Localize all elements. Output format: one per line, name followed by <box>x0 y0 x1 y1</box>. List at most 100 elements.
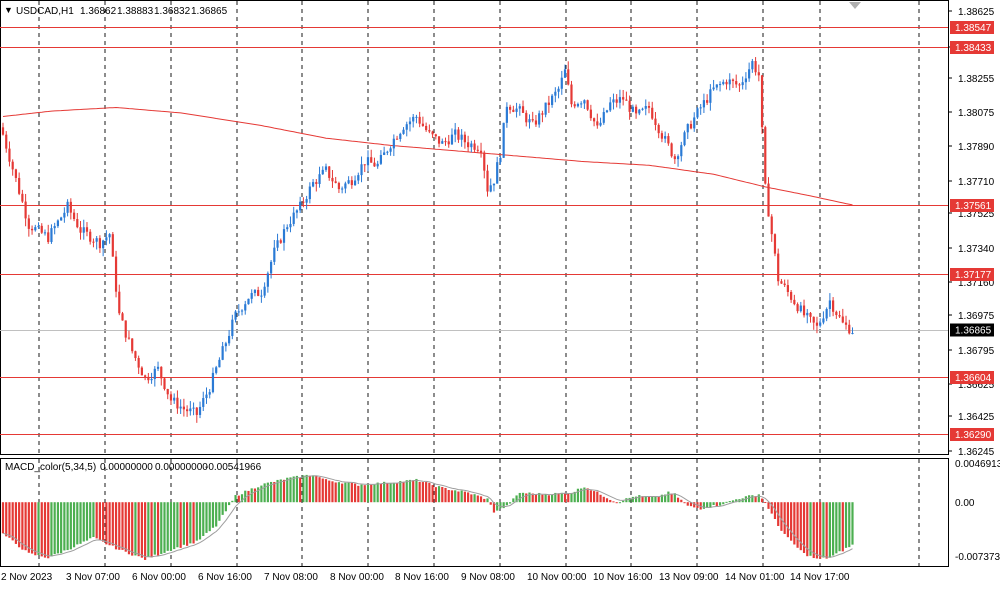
candle-body <box>370 157 373 163</box>
macd-bar <box>815 502 819 559</box>
macd-bar <box>27 502 30 553</box>
macd-bar <box>47 502 50 559</box>
candle-body <box>515 108 518 112</box>
macd-bar <box>231 500 234 503</box>
macd-bar <box>563 492 567 503</box>
dropdown-triangle-icon[interactable]: ▼ <box>4 5 13 15</box>
macd-bar <box>828 502 831 558</box>
candle-body <box>806 312 809 316</box>
candle-body <box>179 406 182 409</box>
macd-bar <box>150 502 153 558</box>
candle-body <box>276 240 279 248</box>
level-label: 1.38547 <box>955 23 992 34</box>
macd-bar <box>715 502 718 507</box>
candle-body <box>770 216 773 235</box>
macd-bar <box>596 491 599 503</box>
macd-bar <box>434 487 437 503</box>
scroll-marker-icon[interactable] <box>849 2 861 9</box>
candle-body <box>5 134 8 149</box>
macd-bar <box>802 502 806 553</box>
candle-body <box>586 100 589 110</box>
macd-bar <box>198 502 202 540</box>
candle-body <box>673 156 676 160</box>
macd-bar <box>541 494 544 503</box>
macd-bar <box>647 496 651 503</box>
ma-line <box>2 106 853 206</box>
price-tick-label: 1.36795 <box>958 346 995 357</box>
macd-bar <box>767 502 770 509</box>
macd-bar <box>1 502 5 534</box>
macd-bar <box>602 496 605 503</box>
candle-body <box>841 316 844 323</box>
macd-bar <box>228 502 231 506</box>
macd-bar <box>124 502 127 552</box>
macd-signal <box>2 475 853 558</box>
macd-bar <box>389 482 392 503</box>
candle-body <box>457 129 460 140</box>
candle-body <box>618 97 622 103</box>
candle-body <box>460 134 463 140</box>
macd-bar <box>144 502 147 560</box>
candle-body <box>676 156 680 160</box>
candle-body <box>250 293 253 299</box>
candle-body <box>751 61 754 70</box>
macd-bar <box>764 502 767 504</box>
macd-bar <box>85 502 89 541</box>
macd-bar <box>437 486 441 503</box>
candle-body <box>615 99 618 103</box>
candle-body <box>111 234 114 257</box>
macd-bar <box>709 502 712 508</box>
candle-body <box>809 312 812 317</box>
candle-body <box>835 311 838 316</box>
macd-bar <box>405 480 408 503</box>
candle-body <box>541 113 544 115</box>
candle-body <box>353 180 357 186</box>
candle-body <box>89 231 92 242</box>
macd-bar <box>347 482 350 503</box>
candle-body <box>228 335 231 344</box>
macd-bar <box>215 502 218 527</box>
candles[interactable] <box>1 57 854 423</box>
macd-bar <box>525 493 528 503</box>
candle-body <box>706 100 709 103</box>
candle-body <box>40 225 43 233</box>
macd-bar <box>147 502 150 557</box>
macd-bar <box>615 502 618 504</box>
candle-body <box>1 127 5 135</box>
macd-bar <box>628 497 631 503</box>
macd-bar <box>686 502 689 506</box>
macd-bar <box>63 502 66 551</box>
macd-bar <box>82 502 85 542</box>
macd-bar <box>127 502 131 555</box>
candle-body <box>680 145 683 157</box>
macd-bar <box>334 482 337 503</box>
time-label: 8 Nov 16:00 <box>395 572 449 583</box>
macd-bar <box>173 502 176 550</box>
candle-body <box>754 61 757 73</box>
macd-bar <box>379 483 383 503</box>
macd-bar <box>521 492 525 503</box>
candle-body <box>744 78 747 83</box>
candle-body <box>98 238 101 249</box>
candle-body <box>166 389 169 395</box>
macd-bar <box>14 502 18 544</box>
candle-body <box>337 182 341 190</box>
macd-bar <box>318 477 321 503</box>
candle-body <box>738 84 741 86</box>
candle-body <box>489 185 492 192</box>
candle-body <box>722 81 725 85</box>
time-label: 2 Nov 2023 <box>1 572 53 583</box>
candle-body <box>331 177 334 182</box>
macd-bar <box>11 502 14 541</box>
candle-body <box>34 227 37 231</box>
macd-bar <box>153 502 156 555</box>
candle-body <box>176 397 179 409</box>
macd-bar <box>573 491 576 503</box>
macd-bar <box>408 479 412 503</box>
candle-body <box>790 292 793 300</box>
candle-body <box>486 170 489 192</box>
macd-bar <box>460 490 463 503</box>
horizontal-levels[interactable] <box>0 27 948 435</box>
